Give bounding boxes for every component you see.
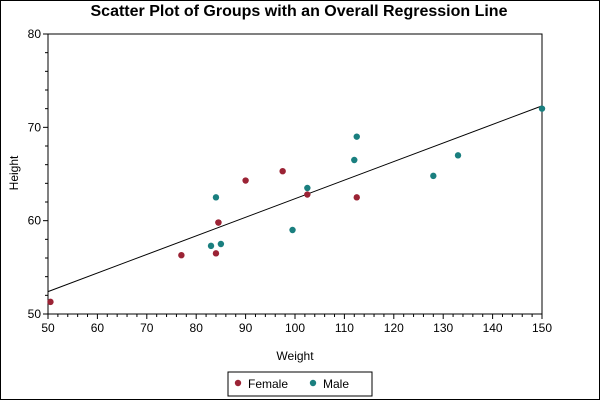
data-point-female [304,191,311,198]
x-tick-label: 120 [384,321,404,335]
x-tick-label: 110 [335,321,354,335]
data-point-female [178,252,185,259]
y-axis-label: Height [7,155,21,190]
x-tick-label: 130 [433,321,453,335]
y-tick-label: 50 [28,307,42,321]
legend-label-male: Male [323,377,349,391]
data-point-male [351,156,358,164]
data-point-female [47,298,54,306]
data-point-male [207,242,215,250]
x-tick-label: 100 [285,321,305,335]
legend-marker-male [309,379,317,387]
x-tick-label: 60 [91,321,105,335]
regression-line-group [47,105,543,293]
data-point-female [215,219,222,226]
x-tick-label: 150 [532,321,552,335]
x-tick-label: 140 [483,321,503,335]
data-point-male [304,184,311,192]
data-point-male [538,105,546,112]
data-point-female [279,168,286,175]
legend-marker-female [234,379,242,387]
legend-box [227,371,373,397]
x-tick-label: 90 [239,321,253,335]
plot-area [47,33,543,315]
x-axis: 50 60 70 80 90 100 110 120 130 140 150 [41,314,552,335]
x-axis-label: Weight [276,349,314,363]
y-tick-label: 60 [28,214,42,228]
y-tick-label: 70 [28,120,42,134]
data-point-male [217,240,225,248]
data-point-male [353,133,360,140]
y-axis: 50 60 70 80 [28,27,48,321]
y-tick-label: 80 [28,27,42,41]
data-point-male [430,172,437,180]
data-point-female [353,194,360,201]
data-point-male [454,152,462,159]
legend: Female Male [227,371,373,397]
x-tick-label: 80 [190,321,204,335]
x-tick-label: 50 [41,321,55,335]
legend-label-female: Female [248,377,288,391]
data-point-female [242,177,249,184]
data-point-male [212,194,220,201]
data-point-female [212,250,220,257]
data-points [47,105,546,306]
x-tick-label: 70 [140,321,154,335]
data-point-male [289,226,296,234]
regression-line [47,105,543,293]
chart-title: Scatter Plot of Groups with an Overall R… [91,3,508,20]
